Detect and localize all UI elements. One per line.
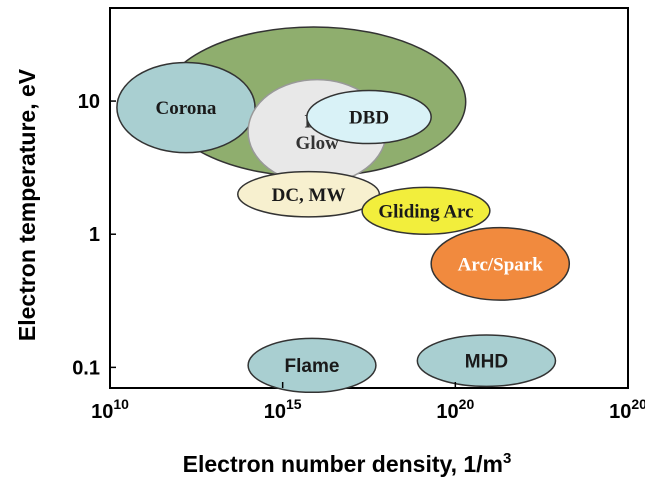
plot-frame (109, 7, 629, 389)
region-label-dbd: DBD (349, 108, 389, 129)
region-label-mhd: MHD (465, 351, 508, 372)
region-label-dc-mw: DC, MW (272, 185, 346, 206)
y-tick-label: 10 (78, 91, 100, 113)
axes: 1010 1015 1020 1020 10 1 0.1 (72, 91, 645, 423)
region-gliding-arc (361, 186, 491, 235)
region-label-flame: Flame (285, 356, 340, 377)
region-label-gliding-arc: Gliding Arc (378, 201, 473, 222)
x-axis-label: Electron number density, 1/m3 (183, 450, 512, 477)
y-axis-label: Electron temperature, eV (14, 68, 40, 341)
x-tick-label: 1015 (264, 396, 302, 423)
region-dbd (306, 89, 432, 145)
x-tick-label: 1020 (609, 396, 645, 423)
region-flame (247, 337, 377, 394)
region-mhd (416, 334, 557, 388)
region-label-rf-glow: Glow (296, 133, 340, 154)
x-tick-label: 1020 (436, 396, 474, 423)
region-label-corona: Corona (156, 98, 217, 119)
x-tick-label: 1010 (91, 396, 129, 423)
y-tick-label: 0.1 (72, 357, 100, 379)
region-arc-spark (430, 226, 571, 301)
y-tick-label: 1 (89, 224, 100, 246)
region-label-arc-spark: Arc/Spark (458, 255, 544, 276)
